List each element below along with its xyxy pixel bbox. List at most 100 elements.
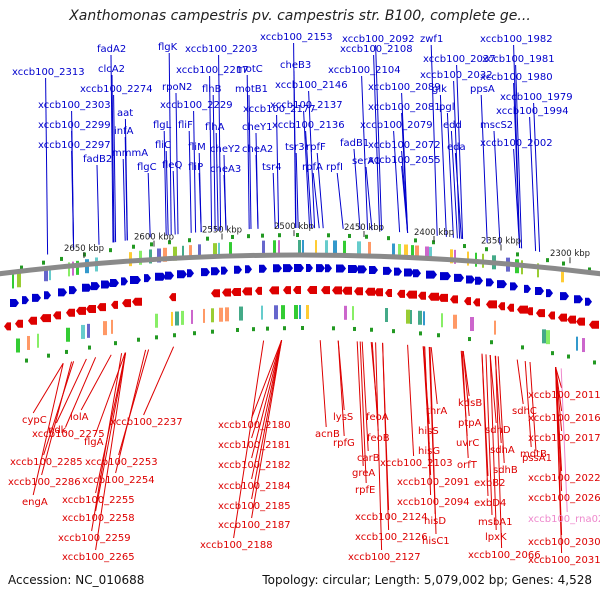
reverse-gene-arrow bbox=[283, 286, 291, 295]
feature-marker bbox=[193, 331, 196, 336]
forward-leader-line bbox=[401, 165, 409, 233]
forward-gene-label: xccb100_2089 bbox=[368, 82, 441, 93]
reverse-leader-line bbox=[118, 349, 150, 456]
reverse-function-block bbox=[546, 330, 550, 345]
forward-function-block bbox=[537, 263, 539, 278]
reverse-gene-arrow bbox=[76, 306, 86, 315]
forward-gene-label: xccb100_2137 bbox=[270, 100, 343, 111]
forward-leader-line bbox=[361, 75, 369, 230]
reverse-leader-line bbox=[251, 339, 283, 439]
reverse-gene-label: mdtB bbox=[520, 449, 547, 460]
forward-gene-arrow bbox=[187, 269, 194, 278]
reverse-function-block bbox=[37, 333, 39, 348]
reverse-gene-label: xccb100_2181 bbox=[218, 440, 291, 451]
feature-marker bbox=[490, 340, 493, 345]
reverse-function-block bbox=[306, 305, 309, 320]
reverse-gene-arrow bbox=[576, 317, 585, 326]
reverse-gene-arrow bbox=[53, 311, 61, 320]
reverse-leader-line bbox=[251, 340, 283, 459]
forward-function-block bbox=[411, 245, 414, 260]
reverse-gene-label: sdhB bbox=[493, 465, 518, 476]
reverse-gene-label: flgA bbox=[84, 437, 104, 448]
reverse-gene-label: xccb100_2016 bbox=[528, 413, 600, 424]
reverse-gene-label: orfT bbox=[457, 460, 478, 471]
forward-gene-label: xccb100_2274 bbox=[80, 84, 153, 95]
reverse-gene-label: xccb100_2103 bbox=[380, 458, 453, 469]
reverse-gene-label: xccb100_2091 bbox=[397, 477, 470, 488]
reverse-leader-line bbox=[94, 352, 126, 436]
forward-function-block bbox=[325, 240, 328, 255]
reverse-function-block bbox=[87, 323, 90, 338]
reverse-gene-label: xccb100_2187 bbox=[218, 520, 291, 531]
forward-leader-line bbox=[533, 102, 541, 252]
reverse-leader-line bbox=[251, 340, 283, 480]
reverse-function-block bbox=[470, 317, 474, 332]
forward-gene-label: edd bbox=[443, 120, 462, 131]
forward-function-block bbox=[198, 244, 201, 259]
reverse-function-block bbox=[274, 305, 278, 320]
feature-marker bbox=[551, 351, 554, 356]
feature-marker bbox=[278, 233, 281, 238]
reverse-gene-label: sdhD bbox=[485, 425, 511, 436]
forward-gene-arrow bbox=[454, 273, 464, 282]
feature-marker bbox=[516, 252, 519, 257]
reverse-gene-arrow bbox=[222, 288, 231, 297]
reverse-leader-line bbox=[32, 363, 64, 496]
reverse-function-block bbox=[219, 307, 223, 322]
reverse-leader-line bbox=[462, 351, 470, 417]
forward-leader-line bbox=[375, 44, 383, 231]
forward-gene-label: cheY2 bbox=[210, 144, 240, 155]
forward-function-block bbox=[189, 245, 192, 260]
reverse-gene-label: xccb100_2188 bbox=[200, 540, 273, 551]
forward-gene-arrow bbox=[273, 264, 282, 273]
reverse-gene-label: ndk bbox=[48, 425, 67, 436]
feature-marker bbox=[419, 331, 422, 336]
forward-gene-arrow bbox=[546, 289, 553, 298]
forward-leader-line bbox=[305, 130, 313, 229]
reverse-gene-label: xccb100_2094 bbox=[397, 497, 470, 508]
forward-function-block bbox=[68, 262, 70, 277]
reverse-leader-line bbox=[529, 361, 537, 452]
forward-gene-label: mmmA bbox=[112, 148, 148, 159]
forward-leader-line bbox=[336, 172, 344, 229]
forward-leader-line bbox=[163, 130, 167, 236]
feature-marker bbox=[468, 337, 471, 342]
forward-gene-arrow bbox=[58, 288, 67, 297]
forward-function-block bbox=[72, 261, 74, 276]
reverse-gene-arrow bbox=[269, 286, 279, 295]
feature-marker bbox=[150, 242, 153, 247]
reverse-leader-line bbox=[424, 346, 432, 496]
forward-function-block bbox=[278, 240, 280, 255]
reverse-gene-label: exbD4 bbox=[474, 498, 506, 509]
forward-function-block bbox=[398, 243, 401, 258]
forward-leader-line bbox=[456, 64, 464, 240]
forward-leader-line bbox=[453, 80, 461, 239]
reverse-leader-line bbox=[95, 352, 127, 551]
forward-leader-line bbox=[316, 152, 324, 229]
forward-gene-label: glk bbox=[432, 84, 447, 95]
forward-gene-arrow bbox=[22, 296, 29, 305]
genome-backbone bbox=[0, 252, 600, 277]
forward-leader-line bbox=[147, 172, 151, 238]
reverse-gene-label: xccb100_2237 bbox=[110, 417, 183, 428]
forward-gene-label: motC bbox=[236, 64, 263, 75]
forward-gene-label: xccb100_2092 bbox=[342, 34, 415, 45]
forward-leader-line bbox=[209, 75, 213, 232]
reverse-gene-arrow bbox=[418, 291, 426, 300]
reverse-leader-line bbox=[115, 349, 147, 474]
forward-leader-line bbox=[365, 166, 373, 231]
forward-leader-line bbox=[188, 130, 192, 233]
reverse-gene-label: exbB2 bbox=[474, 478, 505, 489]
reverse-gene-label: uvrC bbox=[456, 438, 479, 449]
feature-marker bbox=[88, 345, 91, 350]
reverse-gene-label: xccb100_2255 bbox=[62, 495, 135, 506]
reverse-gene-label: xccb100_2124 bbox=[355, 512, 428, 523]
reverse-function-block bbox=[155, 313, 158, 328]
forward-gene-arrow bbox=[144, 274, 151, 283]
feature-marker bbox=[392, 329, 395, 334]
reverse-gene-label: rpfE bbox=[355, 485, 375, 496]
reverse-leader-line bbox=[95, 352, 127, 512]
reverse-gene-label: sdhA bbox=[490, 445, 515, 456]
reverse-leader-line bbox=[407, 344, 415, 457]
reverse-gene-arrow bbox=[307, 286, 317, 295]
